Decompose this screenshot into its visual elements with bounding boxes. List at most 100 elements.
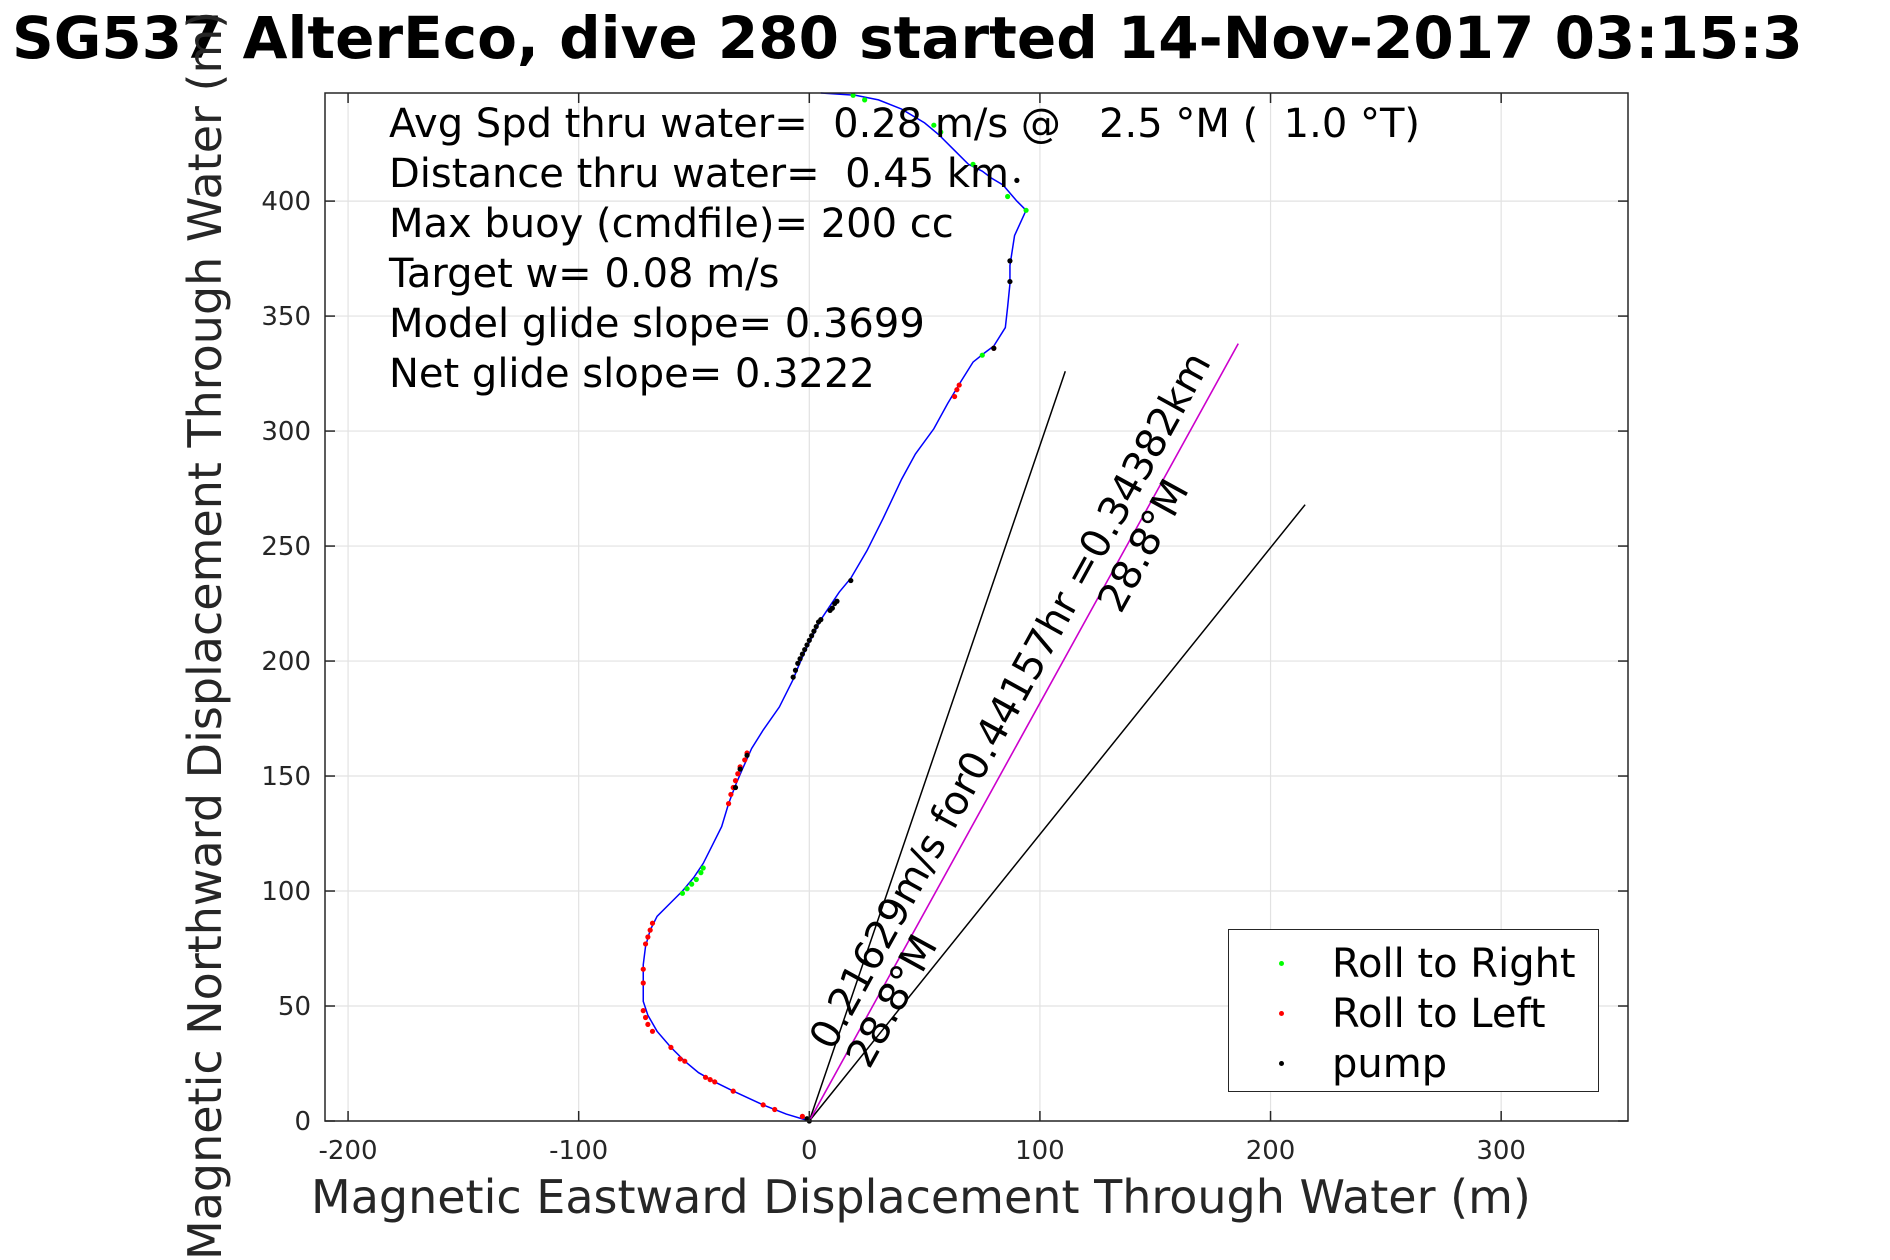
y-tick-label: 50 bbox=[278, 992, 311, 1022]
y-tick-label: 200 bbox=[261, 647, 311, 677]
roll-left-marker bbox=[702, 1074, 709, 1080]
track-markers bbox=[640, 92, 1029, 1124]
x-tick-label: 100 bbox=[1015, 1136, 1065, 1166]
legend-label-roll-right: Roll to Right bbox=[1332, 941, 1576, 987]
roll-left-marker bbox=[725, 801, 732, 807]
pump-marker bbox=[811, 628, 817, 634]
roll-left-marker bbox=[954, 387, 960, 393]
pump-marker bbox=[1014, 177, 1020, 183]
pump-marker bbox=[744, 752, 750, 758]
pump-marker bbox=[804, 642, 810, 648]
roll-left-marker bbox=[742, 757, 748, 763]
x-tick-label: 0 bbox=[801, 1136, 818, 1166]
pump-marker bbox=[834, 598, 840, 604]
heading-wedge-line bbox=[808, 504, 1306, 1122]
roll-right-marker bbox=[979, 352, 985, 358]
heading-guides bbox=[808, 343, 1306, 1122]
heading-vector-line bbox=[808, 343, 1239, 1122]
pump-marker bbox=[802, 646, 808, 653]
axis-ticks: -200 -100 0 100 200 300 0 50 100 150 200 250 300 350 4… bbox=[261, 93, 1628, 1166]
grid bbox=[325, 93, 1628, 1122]
roll-right-marker bbox=[938, 129, 944, 135]
x-axis-label: Magnetic Eastward Displacement Through W… bbox=[311, 1170, 1531, 1224]
plot-frame bbox=[324, 92, 1629, 1122]
roll-left-marker bbox=[640, 980, 646, 986]
y-tick-label: 400 bbox=[261, 187, 311, 217]
roll-left-marker bbox=[645, 934, 651, 940]
roll-left-marker bbox=[760, 1102, 766, 1108]
roll-right-marker bbox=[1005, 193, 1011, 200]
roll-right-marker bbox=[689, 881, 695, 887]
roll-left-marker bbox=[732, 778, 739, 784]
legend-label-pump: pump bbox=[1332, 1041, 1448, 1087]
roll-left-marker bbox=[640, 1008, 646, 1014]
pump-marker bbox=[1007, 278, 1013, 285]
stat-distance: Distance thru water= 0.45 km bbox=[389, 151, 1009, 197]
roll-right-marker bbox=[693, 876, 699, 883]
roll-left-marker bbox=[728, 791, 734, 798]
chart-title: SG537 AlterEco, dive 280 started 14-Nov-… bbox=[12, 4, 1803, 72]
pump-marker bbox=[732, 784, 739, 791]
pump-marker bbox=[818, 617, 824, 623]
pump-marker bbox=[792, 667, 799, 673]
roll-right-marker bbox=[679, 890, 686, 896]
roll-left-marker bbox=[951, 393, 958, 400]
pump-marker bbox=[829, 605, 835, 611]
roll-left-marker bbox=[735, 771, 741, 777]
legend-entry-roll-right: Roll to Right bbox=[1229, 939, 1598, 989]
legend-marker-roll-left bbox=[1279, 1011, 1284, 1016]
y-tick-label: 350 bbox=[261, 302, 311, 332]
pump-marker bbox=[737, 766, 743, 772]
roll-left-marker bbox=[668, 1044, 674, 1051]
pump-marker bbox=[797, 656, 803, 662]
pump-marker bbox=[991, 345, 997, 351]
roll-right-marker bbox=[684, 886, 690, 892]
y-tick-label: 150 bbox=[261, 762, 311, 792]
roll-right-marker bbox=[1023, 207, 1029, 213]
stat-avg-speed: Avg Spd thru water= 0.28 m/s @ 2.5 °M ( … bbox=[389, 101, 1421, 147]
stat-model-glide-slope: Model glide slope= 0.3699 bbox=[389, 301, 925, 347]
legend-entry-pump: pump bbox=[1229, 1039, 1598, 1089]
legend: Roll to Right Roll to Left pump bbox=[1228, 929, 1599, 1092]
pump-marker bbox=[813, 623, 819, 630]
legend-label-roll-left: Roll to Left bbox=[1332, 991, 1546, 1037]
pump-marker bbox=[1007, 258, 1013, 264]
y-axis-label: Magnetic Northward Displacement Through … bbox=[178, 10, 232, 1260]
roll-right-marker bbox=[970, 161, 976, 167]
pump-marker bbox=[806, 637, 812, 643]
roll-left-marker bbox=[956, 382, 962, 388]
roll-left-marker bbox=[649, 920, 656, 926]
stat-target-w: Target w= 0.08 m/s bbox=[389, 251, 780, 297]
pump-marker bbox=[804, 1116, 810, 1122]
roll-left-marker bbox=[647, 927, 653, 933]
roll-right-marker bbox=[700, 865, 706, 871]
roll-left-marker bbox=[642, 1014, 649, 1021]
roll-left-marker bbox=[642, 941, 649, 947]
roll-left-marker bbox=[640, 966, 646, 972]
roll-left-marker bbox=[645, 1021, 651, 1028]
pump-marker bbox=[799, 651, 805, 657]
roll-left-marker bbox=[682, 1058, 688, 1064]
roll-left-marker bbox=[707, 1077, 713, 1083]
y-tick-label: 0 bbox=[294, 1107, 311, 1137]
y-tick-label: 300 bbox=[261, 417, 311, 447]
heading-wedge-line bbox=[808, 371, 1066, 1122]
roll-right-marker bbox=[850, 92, 856, 98]
x-tick-label: 300 bbox=[1476, 1136, 1526, 1166]
roll-right-marker bbox=[862, 97, 868, 103]
legend-entry-roll-left: Roll to Left bbox=[1229, 989, 1598, 1039]
roll-left-marker bbox=[677, 1056, 683, 1062]
x-tick-label: -100 bbox=[549, 1136, 608, 1166]
y-tick-label: 250 bbox=[261, 532, 311, 562]
legend-marker-roll-right bbox=[1279, 961, 1284, 966]
x-tick-label: -200 bbox=[319, 1136, 378, 1166]
roll-right-marker bbox=[698, 870, 704, 876]
pump-marker bbox=[790, 674, 796, 680]
roll-left-marker bbox=[649, 1028, 656, 1034]
annotations: 0.21629m/s for0.44157hr =0.34382km28.8°M… bbox=[801, 345, 1221, 1076]
roll-right-marker bbox=[931, 122, 937, 128]
pump-marker bbox=[795, 660, 801, 666]
roll-left-marker bbox=[730, 1088, 736, 1094]
